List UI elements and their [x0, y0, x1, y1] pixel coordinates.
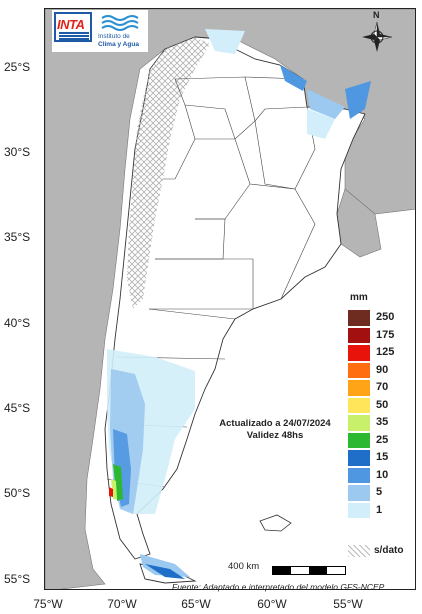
inta-logo: INTA Instituto de Clima y Agua [52, 10, 148, 52]
legend-swatch-125 [348, 345, 370, 361]
update-date-text: Actualizado a 24/07/2024 [219, 418, 331, 429]
legend-unit: mm [350, 292, 368, 303]
legend-swatch-90 [348, 362, 370, 378]
scale-bar [272, 566, 346, 575]
lat-label-45s: 45°S [4, 401, 31, 415]
compass-north-label: N [373, 10, 380, 20]
legend-label-35: 35 [376, 416, 389, 428]
province-borders [106, 76, 316, 488]
legend-label-175: 175 [376, 328, 395, 341]
lon-label-60w: 60°W [257, 597, 287, 611]
legend-label-10: 10 [376, 468, 389, 481]
legend-label-50: 50 [376, 398, 389, 411]
precipitation-shading [107, 29, 371, 579]
update-annotation: Actualizado a 24/07/2024 Validez 48hs [200, 418, 350, 442]
legend-swatch-250 [348, 310, 370, 326]
legend-swatch-35 [348, 415, 370, 431]
neighbor-land [45, 9, 415, 589]
legend-label-250: 250 [376, 311, 395, 323]
lat-label-25s: 25°S [4, 60, 31, 74]
lon-label-75w: 75°W [33, 597, 63, 611]
legend-swatch-70 [348, 380, 370, 396]
institute-line2: Clima y Agua [98, 41, 139, 48]
legend-label-5: 5 [376, 486, 383, 498]
legend-swatch-50 [348, 397, 370, 413]
legend-label-25: 25 [376, 433, 389, 446]
legend-label-70: 70 [376, 381, 389, 393]
inta-logo-box: INTA [54, 12, 92, 42]
nodata-label: s/dato [374, 545, 404, 556]
nodata-swatch [348, 545, 370, 557]
scale-label: 400 km [228, 561, 260, 572]
legend-swatch-1 [348, 502, 370, 518]
legend-label-125: 125 [376, 346, 395, 358]
legend-swatch-15 [348, 450, 370, 466]
compass-rose-icon [362, 22, 392, 52]
legend-swatch-10 [348, 467, 370, 483]
lon-label-55w: 55°W [333, 597, 363, 611]
legend-swatch-175 [348, 327, 370, 343]
legend-swatch-5 [348, 485, 370, 501]
legend-label-15: 15 [376, 451, 389, 463]
lat-label-30s: 30°S [4, 145, 31, 159]
map-frame [44, 8, 416, 590]
legend-label-1: 1 [376, 503, 383, 516]
lon-label-65w: 65°W [181, 597, 211, 611]
water-waves-icon [101, 15, 139, 31]
inta-logo-lines [59, 32, 89, 40]
nodata-region [127, 37, 210, 309]
validity-text: Validez 48hs [246, 430, 304, 441]
lat-label-50s: 50°S [4, 486, 31, 500]
lon-label-70w: 70°W [107, 597, 137, 611]
lat-label-40s: 40°S [4, 316, 31, 330]
falkland-islands [259, 514, 292, 532]
lat-label-35s: 35°S [4, 230, 31, 244]
compass-rose: N [362, 10, 392, 52]
legend-swatch-25 [348, 432, 370, 448]
legend-label-90: 90 [376, 363, 389, 376]
inta-logo-text: INTA [57, 17, 85, 32]
lat-label-55s: 55°S [4, 572, 31, 586]
precipitation-map [45, 9, 415, 589]
source-note: Fuente: Adaptado e interpretado del mode… [172, 582, 385, 592]
institute-line1: Instituto de [98, 33, 130, 40]
